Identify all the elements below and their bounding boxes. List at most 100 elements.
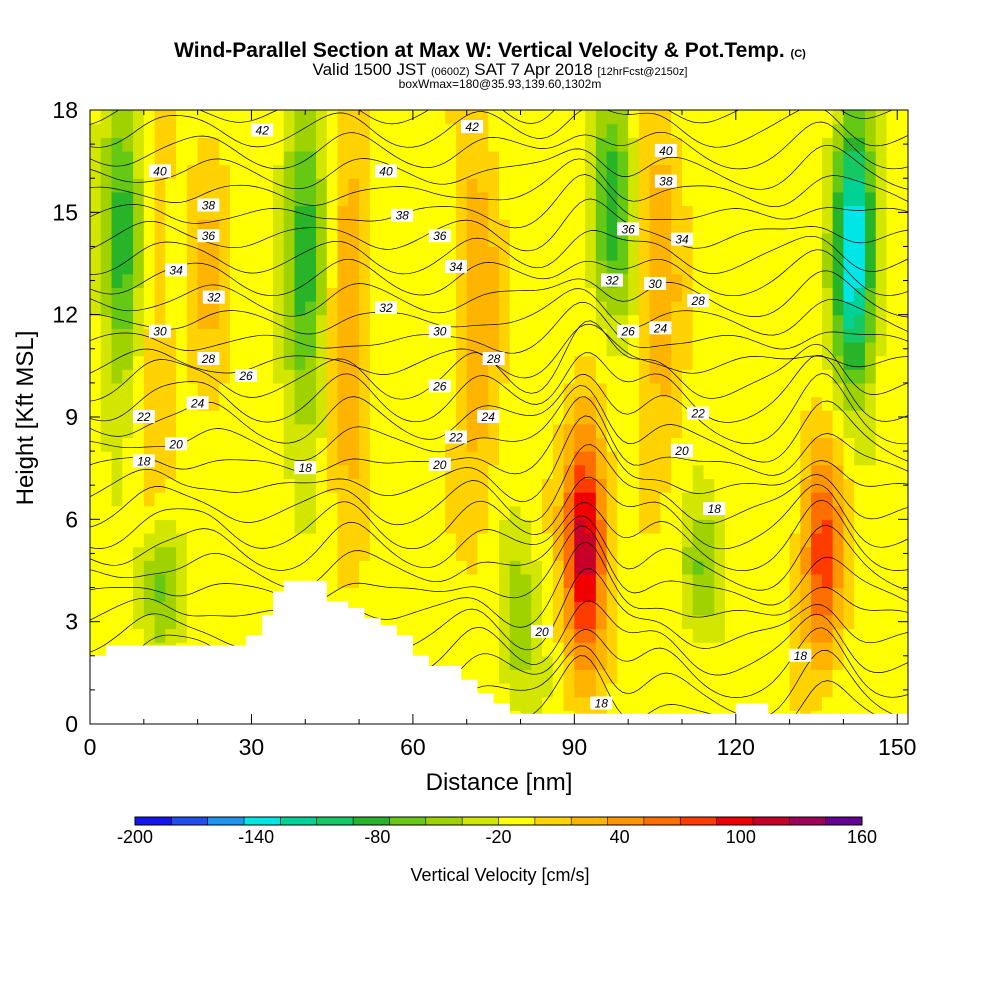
velocity-cell bbox=[488, 205, 500, 220]
velocity-cell bbox=[165, 341, 177, 357]
velocity-cell bbox=[552, 273, 565, 288]
velocity-cell bbox=[746, 478, 758, 493]
velocity-cell bbox=[208, 628, 220, 643]
velocity-cell bbox=[821, 396, 834, 411]
velocity-cell bbox=[714, 601, 726, 616]
colorbar-swatch bbox=[135, 817, 172, 825]
velocity-cell bbox=[434, 287, 446, 302]
isentrope-line bbox=[90, 323, 908, 379]
velocity-cell bbox=[369, 505, 382, 520]
velocity-cell bbox=[585, 573, 597, 589]
velocity-cell bbox=[423, 191, 436, 207]
velocity-cell bbox=[703, 369, 715, 384]
velocity-cell bbox=[757, 341, 769, 357]
velocity-cell bbox=[628, 464, 640, 479]
velocity-cell bbox=[606, 355, 618, 370]
velocity-cell bbox=[262, 110, 274, 125]
velocity-cell bbox=[864, 246, 877, 261]
velocity-cell bbox=[133, 287, 145, 302]
velocity-cell bbox=[154, 492, 166, 507]
velocity-cell bbox=[832, 328, 845, 343]
velocity-cell bbox=[305, 123, 317, 138]
velocity-cell bbox=[380, 287, 392, 302]
velocity-cell bbox=[186, 328, 199, 343]
velocity-cell bbox=[531, 546, 543, 561]
velocity-cell bbox=[811, 573, 823, 589]
velocity-cell bbox=[369, 273, 382, 288]
velocity-cell bbox=[574, 369, 586, 384]
velocity-cell bbox=[821, 546, 834, 561]
velocity-cell bbox=[692, 369, 705, 384]
velocity-cell bbox=[154, 287, 166, 302]
velocity-cell bbox=[692, 110, 705, 125]
velocity-cell bbox=[800, 328, 812, 343]
velocity-cell bbox=[326, 328, 339, 343]
velocity-cell bbox=[499, 655, 511, 671]
velocity-cell bbox=[143, 464, 156, 479]
velocity-cell bbox=[154, 464, 166, 479]
velocity-cell bbox=[735, 287, 748, 302]
x-tick-label: 0 bbox=[84, 734, 97, 760]
velocity-cell bbox=[423, 601, 436, 616]
velocity-cell bbox=[757, 355, 769, 370]
velocity-cell bbox=[617, 451, 629, 466]
velocity-cell bbox=[714, 696, 726, 711]
velocity-cell bbox=[821, 369, 834, 384]
velocity-cell bbox=[305, 205, 317, 220]
velocity-cell bbox=[337, 273, 349, 288]
velocity-cell bbox=[563, 150, 575, 166]
velocity-cell bbox=[154, 587, 166, 602]
velocity-cell bbox=[305, 532, 317, 548]
velocity-cell bbox=[778, 519, 791, 534]
velocity-cell bbox=[326, 260, 339, 275]
velocity-cell bbox=[552, 164, 565, 179]
velocity-cell bbox=[219, 219, 231, 234]
velocity-cell bbox=[789, 683, 801, 698]
velocity-cell bbox=[122, 150, 134, 166]
velocity-cell bbox=[585, 137, 597, 152]
velocity-cell bbox=[477, 273, 489, 288]
velocity-cell bbox=[638, 150, 651, 166]
velocity-cell bbox=[552, 601, 565, 616]
velocity-cell bbox=[789, 150, 801, 166]
velocity-cell bbox=[240, 532, 253, 548]
velocity-cell bbox=[326, 110, 339, 125]
velocity-cell bbox=[671, 410, 683, 425]
velocity-cell bbox=[778, 505, 791, 520]
velocity-cell bbox=[402, 260, 414, 275]
velocity-cell bbox=[466, 355, 479, 370]
velocity-cell bbox=[714, 246, 726, 261]
velocity-cell bbox=[811, 655, 823, 671]
velocity-cell bbox=[176, 110, 188, 125]
velocity-cell bbox=[434, 410, 446, 425]
velocity-cell bbox=[240, 232, 253, 248]
velocity-cell bbox=[714, 437, 726, 452]
velocity-cell bbox=[606, 178, 618, 193]
velocity-cell bbox=[617, 232, 629, 248]
velocity-cell bbox=[714, 164, 726, 179]
velocity-cell bbox=[154, 314, 166, 329]
velocity-cell bbox=[778, 246, 791, 261]
velocity-cell bbox=[423, 532, 436, 548]
velocity-cell bbox=[133, 478, 145, 493]
velocity-cell bbox=[703, 328, 715, 343]
velocity-cell bbox=[638, 328, 651, 343]
velocity-cell bbox=[886, 219, 898, 234]
svg-text:18: 18 bbox=[595, 697, 609, 711]
velocity-cell bbox=[552, 587, 565, 602]
velocity-cell bbox=[337, 287, 349, 302]
velocity-cell bbox=[176, 505, 188, 520]
velocity-cell bbox=[574, 110, 586, 125]
velocity-cell bbox=[638, 683, 651, 698]
velocity-cell bbox=[466, 437, 479, 452]
velocity-cell bbox=[574, 150, 586, 166]
velocity-cell bbox=[122, 492, 134, 507]
velocity-cell bbox=[746, 628, 758, 643]
velocity-cell bbox=[897, 137, 908, 152]
velocity-cell bbox=[811, 260, 823, 275]
velocity-cell bbox=[219, 451, 231, 466]
velocity-cell bbox=[768, 614, 780, 630]
velocity-cell bbox=[574, 191, 586, 207]
velocity-cell bbox=[90, 328, 102, 343]
velocity-cell bbox=[455, 642, 468, 657]
